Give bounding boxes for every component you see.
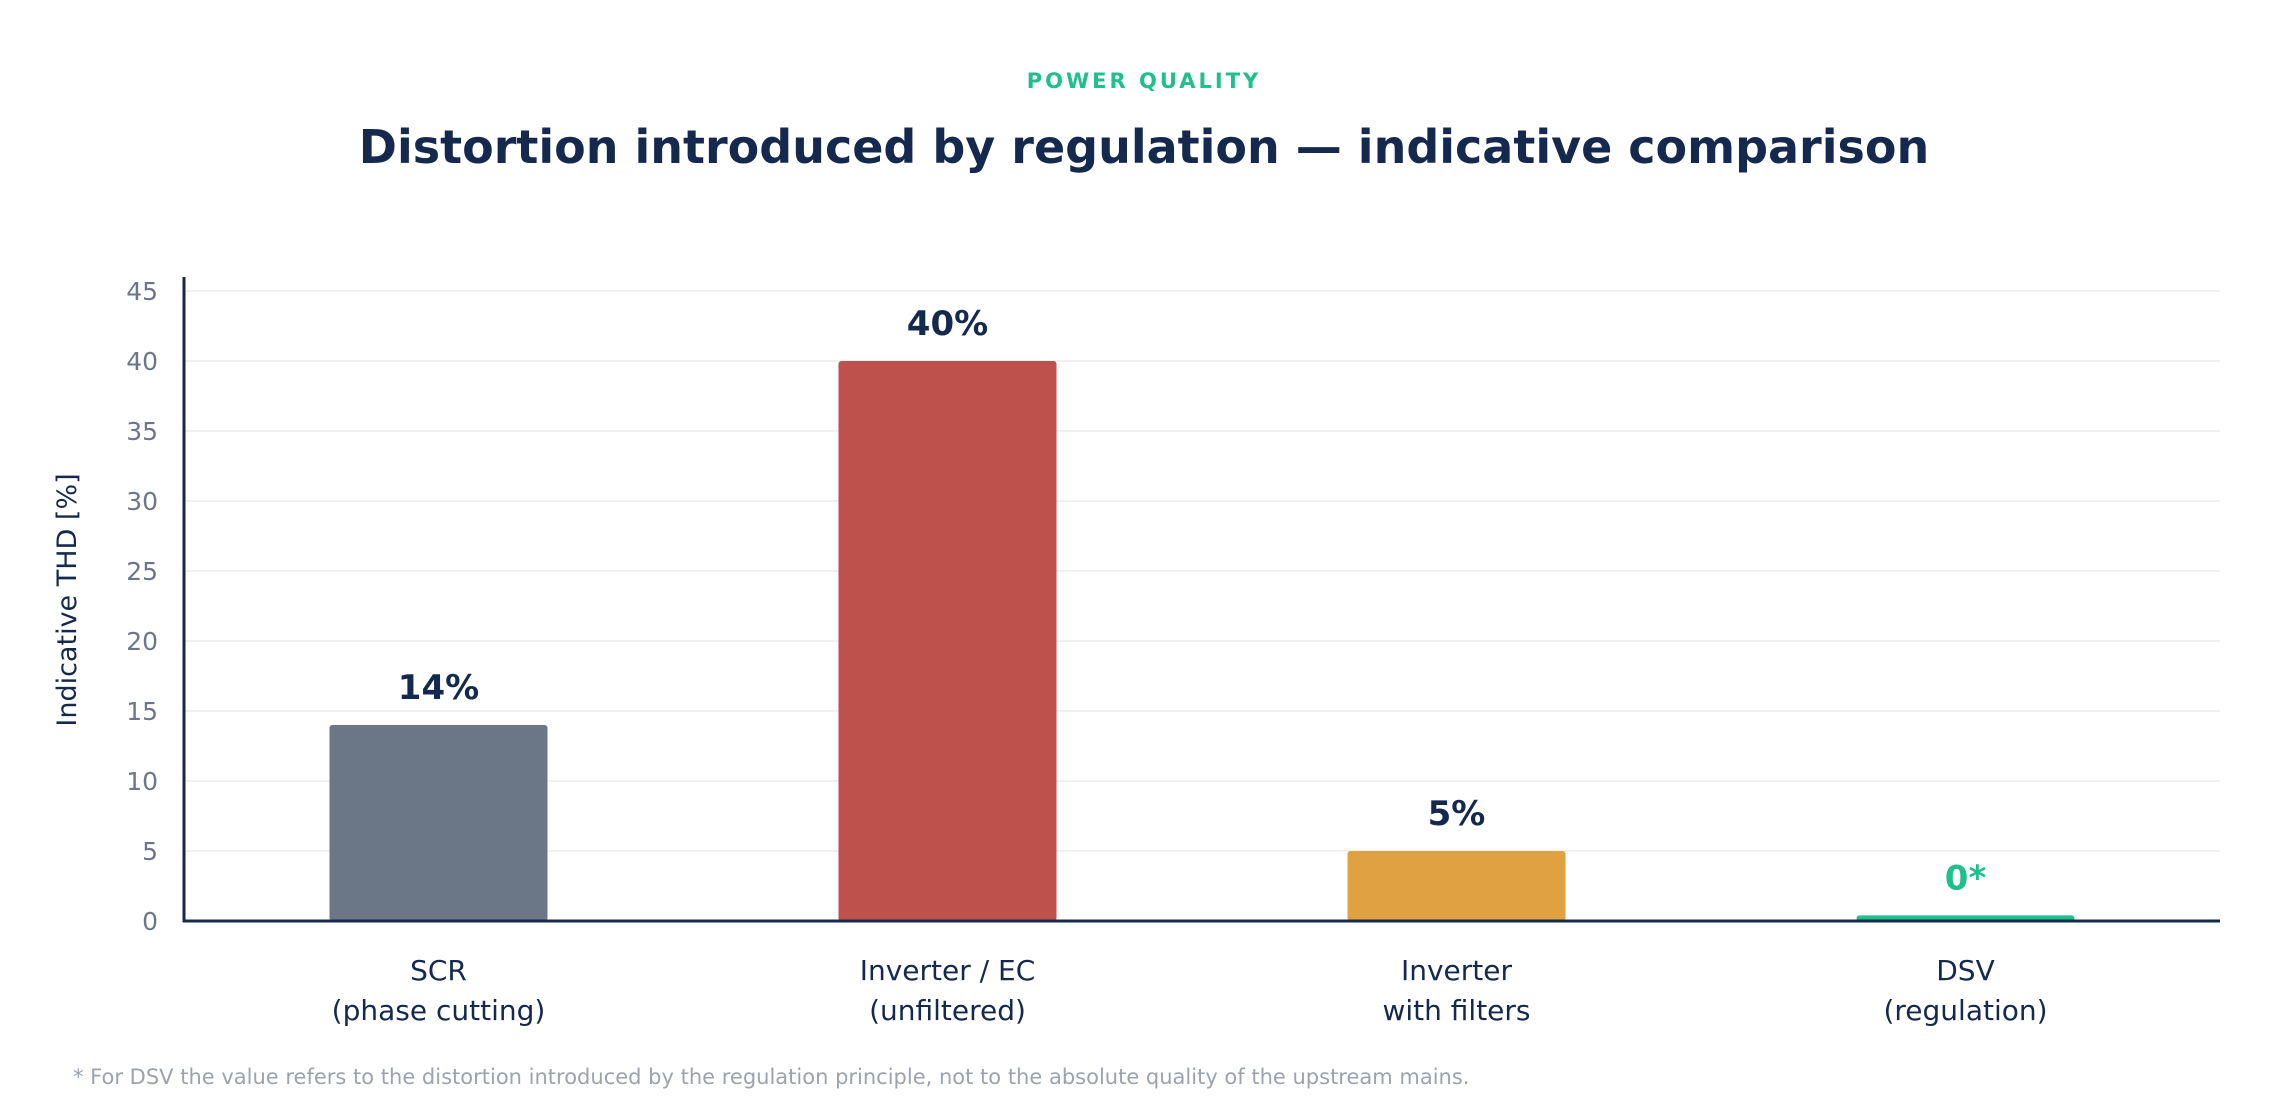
y-tick-label: 30 — [126, 487, 158, 516]
data-label: 40% — [907, 304, 988, 344]
bar — [329, 725, 548, 921]
bars — [329, 361, 2075, 921]
chart-title: Distortion introduced by regulation — in… — [359, 120, 1929, 174]
x-tick-label: Inverter — [1401, 954, 1513, 987]
y-tick-label: 45 — [126, 277, 158, 306]
x-tick-label: (regulation) — [1883, 994, 2047, 1027]
y-tick-label: 10 — [126, 767, 158, 796]
y-tick-label: 5 — [142, 837, 158, 866]
y-tick-label: 40 — [126, 347, 158, 376]
data-labels: 14% 40% 5% 0* — [398, 304, 1987, 898]
bar — [838, 361, 1057, 921]
category-labels: SCR (phase cutting) Inverter / EC (unfilter… — [332, 954, 2048, 1027]
x-tick-label: Inverter / EC — [860, 954, 1036, 987]
x-tick-label: with filters — [1382, 994, 1530, 1027]
y-tick-label: 15 — [126, 697, 158, 726]
y-tick-label: 0 — [142, 907, 158, 936]
x-tick-label: (unfiltered) — [869, 994, 1026, 1027]
bar — [1347, 851, 1566, 921]
y-tick-labels: 0 5 10 15 20 25 30 35 40 45 — [126, 277, 158, 936]
x-tick-label: DSV — [1936, 954, 1995, 987]
data-label: 0* — [1945, 858, 1987, 898]
y-tick-label: 35 — [126, 417, 158, 446]
data-label: 14% — [398, 668, 479, 708]
data-label: 5% — [1428, 794, 1486, 834]
x-tick-label: SCR — [410, 954, 467, 987]
axes — [182, 277, 2220, 923]
x-tick-label: (phase cutting) — [332, 994, 546, 1027]
chart-eyebrow: POWER QUALITY — [1027, 69, 1261, 93]
footnote: * For DSV the value refers to the distor… — [73, 1065, 1469, 1089]
y-tick-label: 25 — [126, 557, 158, 586]
y-axis-label: Indicative THD [%] — [52, 473, 83, 726]
y-tick-label: 20 — [126, 627, 158, 656]
